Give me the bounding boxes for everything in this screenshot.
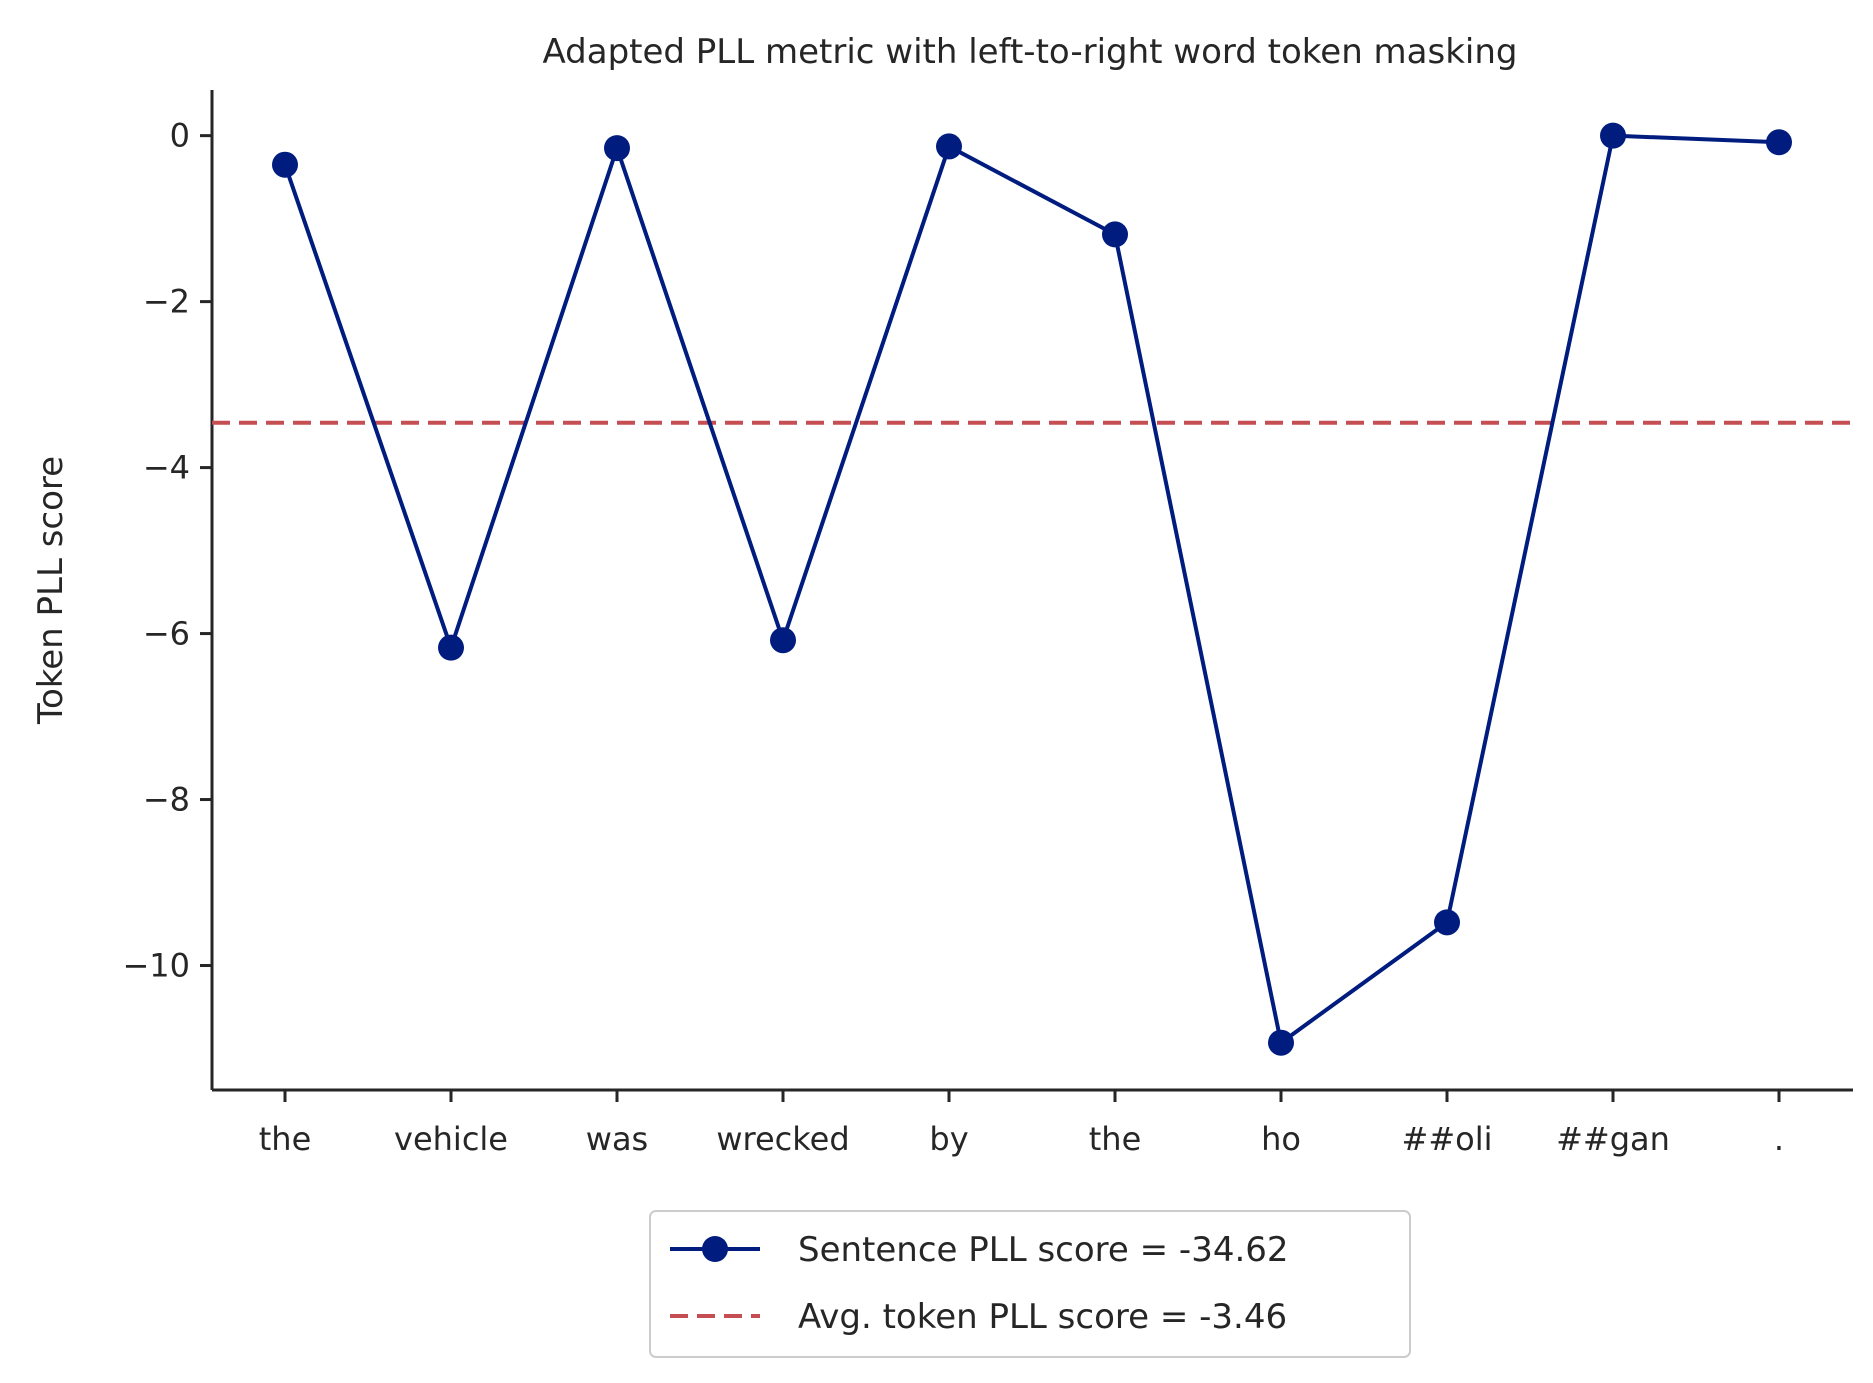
data-point [1766, 129, 1792, 156]
y-tick-label: −2 [143, 283, 190, 321]
legend: Sentence PLL score = -34.62 Avg. token P… [649, 1210, 1411, 1358]
data-point [770, 627, 796, 654]
y-tick-label: −6 [143, 615, 190, 653]
x-tick-label: ho [1261, 1120, 1301, 1158]
legend-box [649, 1210, 1411, 1358]
data-point [1102, 221, 1128, 248]
series-group [272, 122, 1792, 1056]
series-line [283, 133, 1780, 1045]
y-tick-label: −10 [122, 947, 190, 985]
legend-series-label: Sentence PLL score = -34.62 [798, 1230, 1289, 1270]
x-tick-label: ##oli [1402, 1120, 1493, 1158]
legend-average-label: Avg. token PLL score = -3.46 [798, 1297, 1287, 1337]
y-tick-label: −4 [143, 449, 190, 487]
y-axis-label: Token PLL score [31, 456, 71, 725]
data-point [936, 133, 962, 160]
data-point [1268, 1029, 1294, 1056]
x-tick-label: vehicle [394, 1120, 508, 1158]
data-point [1434, 909, 1460, 936]
x-tick-label: . [1774, 1120, 1784, 1158]
x-tick-label: ##gan [1556, 1120, 1670, 1158]
y-tick-label: 0 [170, 117, 190, 155]
x-tick-label: by [929, 1120, 968, 1158]
x-tick-label: was [586, 1120, 648, 1158]
x-tick-label: the [1089, 1120, 1142, 1158]
y-axis: 0 −2 −4 −6 −8 −10 [122, 90, 214, 1090]
x-tick-label: the [259, 1120, 312, 1158]
chart-title: Adapted PLL metric with left-to-right wo… [543, 32, 1518, 72]
data-point [272, 151, 298, 178]
y-tick-label: −8 [143, 781, 190, 819]
data-point [1600, 122, 1626, 149]
x-axis: the vehicle was wrecked by the ho ##oli ##gan. [212, 1088, 1853, 1158]
data-point [438, 634, 464, 661]
data-point [604, 135, 630, 162]
x-tick-label: wrecked [716, 1120, 849, 1158]
legend-series-swatch-marker [702, 1236, 728, 1262]
